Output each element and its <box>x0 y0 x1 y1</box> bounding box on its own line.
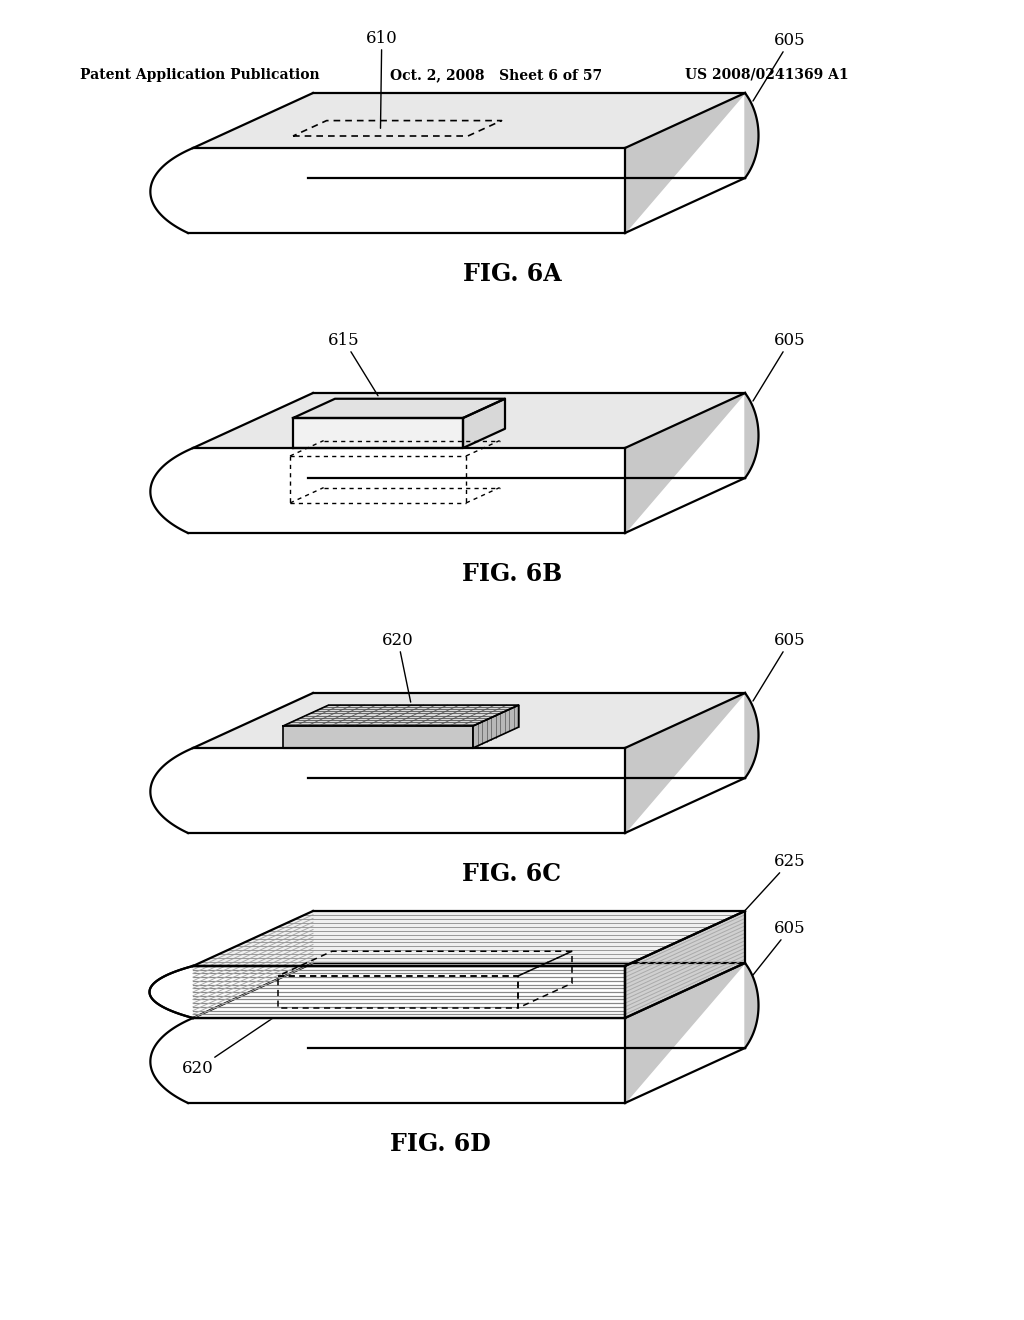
Polygon shape <box>151 148 625 234</box>
Polygon shape <box>625 911 745 1018</box>
Text: 625: 625 <box>740 853 806 916</box>
Text: FIG. 6C: FIG. 6C <box>463 862 561 886</box>
Text: 605: 605 <box>753 920 806 975</box>
Polygon shape <box>193 92 745 148</box>
Text: 620: 620 <box>182 1018 273 1077</box>
Text: 610: 610 <box>366 30 397 128</box>
Polygon shape <box>193 693 745 748</box>
Polygon shape <box>283 726 473 748</box>
Text: 605: 605 <box>753 632 806 701</box>
Polygon shape <box>625 693 759 833</box>
Polygon shape <box>625 964 759 1104</box>
Text: Patent Application Publication: Patent Application Publication <box>80 69 319 82</box>
Text: 605: 605 <box>753 333 806 401</box>
Polygon shape <box>293 418 463 447</box>
Polygon shape <box>283 705 518 726</box>
Polygon shape <box>151 748 625 833</box>
Text: FIG. 6A: FIG. 6A <box>463 261 561 286</box>
Text: 620: 620 <box>382 632 414 702</box>
Polygon shape <box>293 399 505 418</box>
Polygon shape <box>625 393 759 533</box>
Polygon shape <box>473 705 518 748</box>
Polygon shape <box>463 399 505 447</box>
Polygon shape <box>151 447 625 533</box>
Polygon shape <box>193 964 745 1018</box>
Text: FIG. 6B: FIG. 6B <box>462 562 562 586</box>
Text: US 2008/0241369 A1: US 2008/0241369 A1 <box>685 69 849 82</box>
Polygon shape <box>625 92 759 234</box>
Polygon shape <box>151 1018 625 1104</box>
Text: Oct. 2, 2008   Sheet 6 of 57: Oct. 2, 2008 Sheet 6 of 57 <box>390 69 602 82</box>
Text: FIG. 6D: FIG. 6D <box>389 1133 490 1156</box>
Polygon shape <box>193 966 625 1018</box>
Polygon shape <box>193 911 745 966</box>
Polygon shape <box>150 966 193 1018</box>
Polygon shape <box>193 393 745 447</box>
Text: 605: 605 <box>753 32 806 102</box>
Text: 615: 615 <box>328 333 378 396</box>
